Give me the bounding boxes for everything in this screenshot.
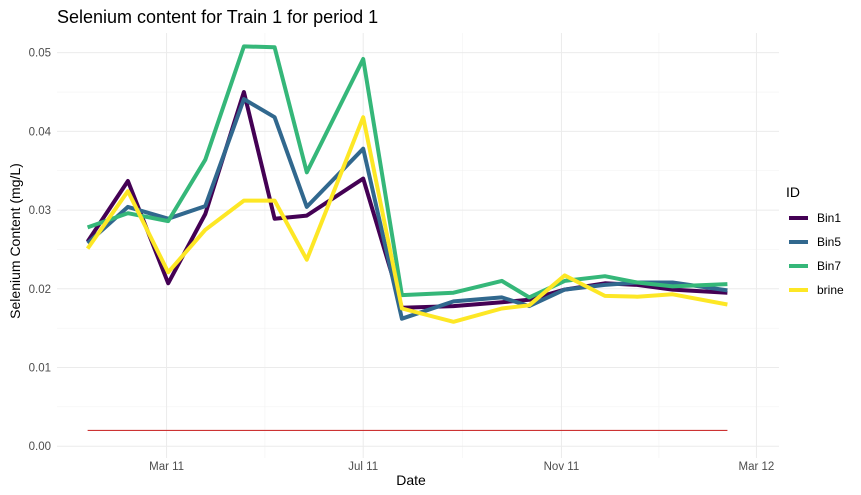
x-tick-label: Mar 11 [149, 461, 184, 473]
chart-title: Selenium content for Train 1 for period … [57, 7, 378, 27]
series-line-brine [85, 115, 728, 324]
legend-label: Bin5 [817, 235, 841, 249]
legend-label: brine [817, 283, 844, 297]
series-group [85, 44, 728, 324]
y-tick-label: 0.04 [29, 126, 52, 138]
series-line-bin1 [85, 90, 728, 310]
y-axis-ticks: 0.00 0.01 0.02 0.03 0.04 0.05 [29, 48, 52, 454]
legend-title: ID [786, 184, 800, 200]
series-line-bin5 [86, 97, 728, 321]
y-tick-label: 0.03 [29, 205, 51, 217]
x-tick-label: Nov 11 [544, 461, 580, 473]
x-tick-label: Mar 12 [739, 461, 775, 473]
y-axis-title: Selenium Content (mg/L) [7, 163, 23, 319]
series-line-bin7 [86, 44, 728, 300]
y-tick-label: 0.05 [29, 48, 51, 60]
y-tick-label: 0.00 [29, 441, 51, 453]
x-tick-label: Jul 11 [348, 461, 378, 473]
legend: ID Bin1 Bin5 Bin7 brine [786, 184, 844, 297]
y-tick-label: 0.01 [29, 362, 51, 374]
x-axis-ticks: Mar 11 Jul 11 Nov 11 Mar 12 [149, 461, 774, 473]
legend-label: Bin7 [817, 259, 841, 273]
grid [57, 33, 779, 458]
x-axis-title: Date [396, 472, 426, 488]
y-tick-label: 0.02 [29, 284, 51, 296]
legend-label: Bin1 [817, 211, 841, 225]
